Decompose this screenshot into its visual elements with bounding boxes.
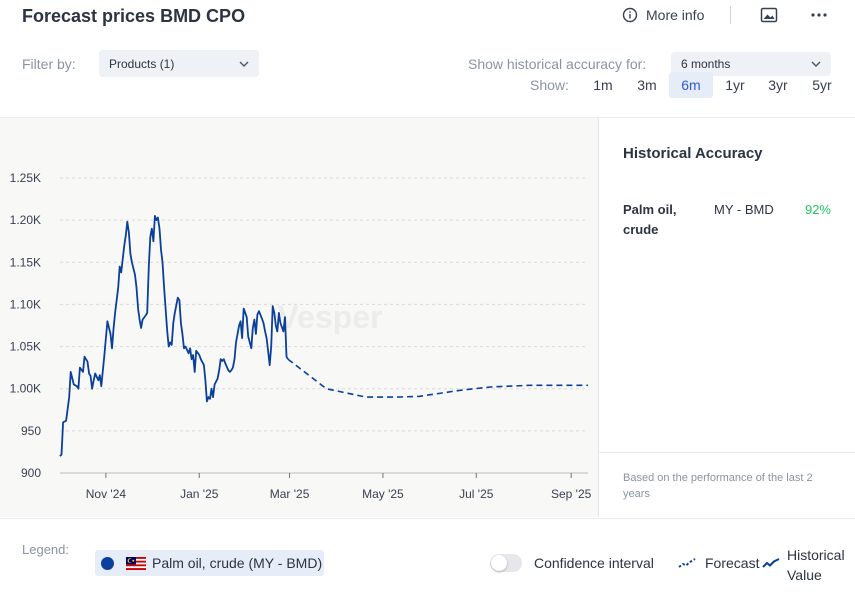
y-tick-label: 1.10K bbox=[10, 297, 41, 311]
legend-label: Legend: bbox=[22, 542, 69, 557]
y-tick-label: 1.20K bbox=[10, 213, 41, 227]
y-tick-label: 1.00K bbox=[10, 382, 41, 396]
accuracy-market: MY - BMD bbox=[714, 202, 774, 217]
y-tick-label: 950 bbox=[21, 424, 41, 438]
forecast-line-icon bbox=[678, 558, 696, 568]
more-dots-icon[interactable] bbox=[810, 8, 828, 22]
chart-area: Vesper 900 950 1.00K 1.05K 1.10K 1.15K 1.20K 1.2… bbox=[0, 117, 598, 517]
x-tick-label: Jul '25 bbox=[459, 487, 494, 501]
range-button-6m[interactable]: 6m bbox=[669, 72, 713, 98]
products-dropdown[interactable]: Products (1) bbox=[99, 50, 259, 77]
confidence-interval-toggle[interactable] bbox=[490, 554, 522, 572]
more-info-label: More info bbox=[646, 7, 705, 23]
filter-label: Filter by: bbox=[22, 56, 76, 72]
accuracy-product-name: Palm oil, crude bbox=[623, 202, 677, 237]
products-dropdown-value: Products (1) bbox=[109, 56, 175, 71]
series-color-dot bbox=[101, 556, 114, 570]
price-chart: Vesper 900 950 1.00K 1.05K 1.10K 1.15K 1.20K 1.2… bbox=[10, 171, 592, 501]
range-button-3m[interactable]: 3m bbox=[637, 77, 657, 93]
forecast-series-line bbox=[287, 358, 588, 398]
forecast-legend-label: Forecast bbox=[705, 555, 760, 571]
range-button-3yr[interactable]: 3yr bbox=[768, 77, 788, 93]
y-tick-label: 1.15K bbox=[10, 255, 41, 269]
legend-series-chip[interactable]: Palm oil, crude (MY - BMD) bbox=[95, 550, 324, 576]
x-tick-label: Jan '25 bbox=[180, 487, 219, 501]
historical-series-line bbox=[59, 215, 289, 457]
x-tick-label: Mar '25 bbox=[270, 487, 310, 501]
page-title: Forecast prices BMD CPO bbox=[22, 6, 246, 26]
historical-line-icon bbox=[762, 558, 780, 568]
x-tick-label: Sep '25 bbox=[551, 487, 592, 501]
watermark: Vesper bbox=[278, 299, 383, 335]
more-info-button[interactable]: More info bbox=[622, 7, 704, 23]
y-tick-label: 1.05K bbox=[10, 340, 41, 354]
range-button-1m[interactable]: 1m bbox=[593, 77, 613, 93]
range-button-1yr[interactable]: 1yr bbox=[725, 77, 745, 93]
y-tick-label: 900 bbox=[21, 466, 41, 480]
malaysia-flag-icon bbox=[126, 556, 146, 570]
historical-legend-label: Historical Value bbox=[787, 547, 845, 583]
x-tick-label: May '25 bbox=[362, 487, 404, 501]
chevron-down-icon bbox=[811, 61, 821, 67]
range-button-5yr[interactable]: 5yr bbox=[812, 77, 832, 93]
header: Forecast prices BMD CPO More info Filter… bbox=[0, 0, 855, 117]
accuracy-footnote: Based on the performance of the last 2 y… bbox=[623, 472, 813, 500]
header-divider bbox=[730, 6, 731, 24]
y-tick-label: 1.25K bbox=[10, 171, 41, 185]
x-tick-label: Nov '24 bbox=[86, 487, 127, 501]
historical-accuracy-panel: Historical Accuracy Palm oil, crude MY -… bbox=[598, 117, 855, 517]
accuracy-value: 92% bbox=[804, 202, 831, 217]
legend-series-label: Palm oil, crude (MY - BMD) bbox=[152, 555, 323, 571]
panel-divider bbox=[599, 452, 855, 453]
show-label: Show: bbox=[530, 77, 569, 93]
info-icon bbox=[622, 7, 638, 23]
accuracy-period-value: 6 months bbox=[681, 57, 731, 71]
toggle-knob bbox=[491, 555, 507, 571]
image-icon[interactable] bbox=[760, 6, 778, 24]
historical-accuracy-title: Historical Accuracy bbox=[623, 145, 763, 162]
accuracy-label: Show historical accuracy for: bbox=[468, 56, 647, 72]
legend: Legend: Palm oil, crude (MY - BMD) Confi… bbox=[0, 518, 855, 601]
confidence-interval-label: Confidence interval bbox=[534, 555, 654, 571]
chevron-down-icon bbox=[239, 61, 249, 67]
